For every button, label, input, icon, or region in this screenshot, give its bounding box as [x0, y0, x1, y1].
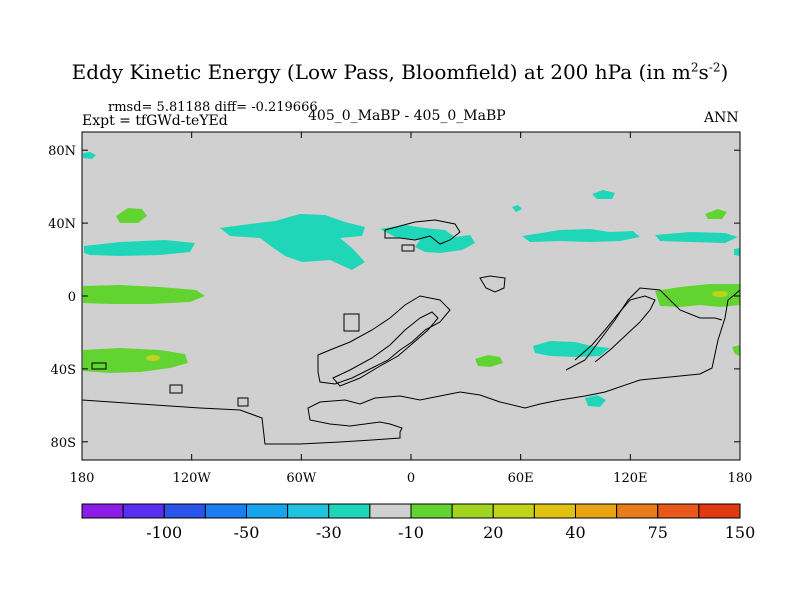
comparison-label: 405_0_MaBP - 405_0_MaBP — [308, 108, 506, 124]
title-end: ) — [720, 60, 729, 84]
teal-patch-edge-east — [734, 248, 740, 256]
title-sup2: -2 — [708, 60, 721, 75]
green-patch-ne-small — [705, 209, 727, 219]
teal-patch-pacific-north — [655, 232, 738, 243]
teal-patch-north-america — [220, 214, 365, 270]
plot-title: Eddy Kinetic Energy (Low Pass, Bloomfiel… — [0, 60, 800, 84]
lat-tick-label: 0 — [68, 290, 76, 305]
colorbar-swatch — [246, 503, 289, 519]
small-island-1 — [343, 313, 360, 332]
antarctic-outline — [81, 289, 741, 445]
longitude-axis: 180 120W 60W 0 60E 120E 180 — [70, 132, 753, 486]
colorbar: -100 -50 -30 -10 20 40 75 150 — [81, 503, 756, 542]
lon-tick-label: 120W — [173, 471, 212, 486]
colorbar-swatch — [369, 503, 412, 519]
inner-ridge-outline — [332, 311, 439, 387]
colorbar-swatch — [328, 503, 371, 519]
lon-tick-label: 180 — [70, 471, 95, 486]
small-island-2 — [91, 362, 107, 370]
colorbar-label: 150 — [725, 523, 756, 542]
small-island-5 — [169, 384, 183, 394]
teal-patch-asia-east — [522, 229, 640, 242]
pacific-arc-outline — [565, 287, 723, 371]
colorbar-swatch — [492, 503, 535, 519]
season-label: ANN — [704, 110, 739, 126]
north-africa-outline — [479, 275, 506, 293]
colorbar-label: 75 — [648, 523, 668, 542]
colorbar-swatch — [287, 503, 330, 519]
title-text: Eddy Kinetic Energy (Low Pass, Bloomfiel… — [71, 60, 691, 84]
colorbar-label: -100 — [146, 523, 182, 542]
colorbar-swatch — [616, 503, 659, 519]
green-patch-north-small — [116, 208, 147, 223]
green-patch-equator-west — [83, 285, 205, 304]
colorbar-swatch — [163, 503, 206, 519]
pacific-arc-inner — [574, 295, 656, 363]
latitude-axis: 80N 40N 0 40S 80S — [48, 144, 740, 451]
title-sup1: 2 — [690, 60, 699, 75]
small-island-4 — [401, 244, 415, 252]
rmsd-diff-stats: rmsd= 5.81188 diff= -0.219666 — [108, 100, 318, 115]
colorbar-swatch — [81, 503, 124, 519]
yellow-core-south-west — [146, 355, 160, 361]
title-mid: s — [698, 60, 709, 84]
coastlines — [81, 219, 741, 445]
lon-tick-label: 60E — [508, 471, 534, 486]
colorbar-swatch — [451, 503, 494, 519]
lon-tick-label: 120E — [613, 471, 647, 486]
teal-patch-north-atlantic — [380, 225, 475, 253]
colorbar-swatch — [533, 503, 576, 519]
colorbar-swatch — [575, 503, 618, 519]
lon-tick-label: 60W — [286, 471, 317, 486]
positive-anomaly-regions — [83, 208, 740, 373]
green-patch-pacific-equator — [655, 284, 740, 307]
colorbar-swatch — [698, 503, 741, 519]
lat-tick-label: 40S — [51, 363, 76, 378]
teal-patch-north-pacific — [84, 240, 195, 256]
lon-tick-label: 0 — [407, 471, 415, 486]
colorbar-swatch — [204, 503, 247, 519]
north-atlantic-outline — [384, 219, 461, 245]
teal-patch-nw — [83, 152, 96, 159]
experiment-label: Expt = tfGWd-teYEd — [82, 113, 228, 129]
lon-tick-label: 180 — [728, 471, 753, 486]
lat-tick-label: 40N — [48, 217, 76, 232]
colorbar-label: 40 — [565, 523, 585, 542]
yellow-core-pacific — [712, 291, 728, 297]
green-patch-east-edge — [732, 345, 740, 356]
colorbar-swatch — [122, 503, 165, 519]
green-patch-africa-south — [475, 355, 503, 367]
green-patch-south-west — [83, 348, 188, 373]
small-island-3 — [237, 397, 249, 407]
colorbar-label: -10 — [398, 523, 424, 542]
colorbar-swatch — [657, 503, 700, 519]
colorbar-label: -30 — [316, 523, 342, 542]
colorbar-swatch — [410, 503, 453, 519]
high-positive-cores — [146, 291, 728, 361]
colorbar-label: -50 — [234, 523, 260, 542]
teal-patch-small-north — [512, 205, 522, 212]
lat-tick-label: 80S — [51, 436, 76, 451]
lat-tick-label: 80N — [48, 144, 76, 159]
teal-patch-siberia — [592, 190, 615, 199]
teal-patch-south-ocean — [585, 395, 606, 407]
colorbar-label: 20 — [483, 523, 503, 542]
